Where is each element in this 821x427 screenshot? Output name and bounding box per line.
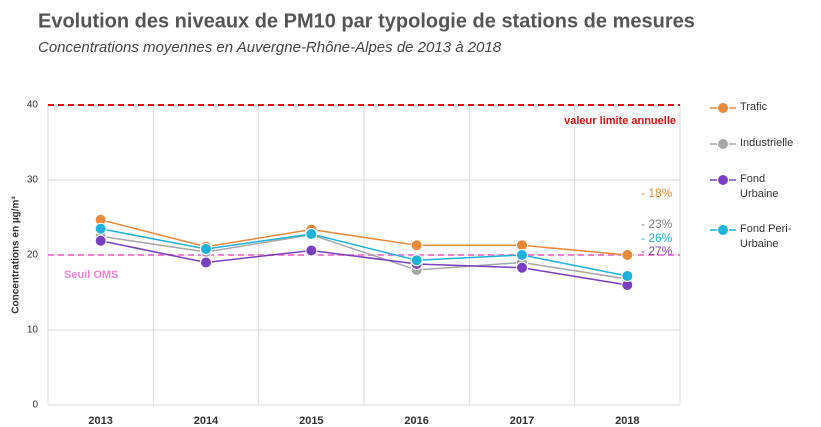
y-axis-label: Concentrations en µg/m³: [11, 196, 22, 314]
x-tick-label: 2015: [299, 415, 323, 427]
data-point: [516, 249, 528, 261]
y-tick-label: 10: [27, 325, 39, 336]
x-tick-label: 2013: [88, 415, 112, 427]
data-point: [410, 239, 423, 252]
series-line: [100, 219, 628, 256]
legend-marker: [717, 174, 729, 186]
data-point: [94, 234, 107, 247]
y-tick-label: 40: [27, 100, 39, 111]
legend: Trafic Industrielle Fond Urbaine Fond Peri-…: [710, 100, 815, 272]
data-point: [94, 222, 107, 235]
data-point: [200, 256, 212, 269]
data-point: [621, 249, 634, 261]
annotation: - 23%: [641, 217, 673, 231]
x-tick-label: 2016: [404, 415, 428, 427]
data-point: [305, 244, 318, 257]
y-tick-label: 30: [27, 175, 39, 186]
data-point: [200, 243, 212, 255]
annotation: - 18%: [641, 186, 673, 200]
data-point: [516, 261, 528, 274]
chart-title: Evolution des niveaux de PM10 par typolo…: [38, 10, 695, 32]
legend-marker: [717, 102, 729, 114]
x-tick-label: 2014: [194, 415, 219, 427]
legend-item: Fond Urbaine: [710, 172, 800, 202]
y-tick-label: 0: [32, 400, 38, 411]
annotation: - 27%: [641, 244, 673, 258]
data-point: [621, 270, 634, 282]
legend-item: Trafic: [710, 100, 800, 116]
legend-label: Fond Peri-Urbaine: [740, 223, 792, 250]
legend-item: Fond Peri-Urbaine: [710, 222, 800, 252]
series-line: [100, 228, 628, 277]
legend-marker: [717, 138, 729, 150]
x-tick-label: 2017: [510, 415, 534, 427]
x-tick-label: 2018: [615, 415, 639, 427]
data-point: [410, 254, 423, 267]
reference-label: valeur limite annuelle: [564, 115, 676, 127]
legend-item: Industrielle: [710, 136, 800, 152]
annotation: - 26%: [641, 231, 673, 245]
legend-icon: [710, 224, 736, 236]
chart-subtitle: Concentrations moyennes en Auvergne-Rhôn…: [38, 39, 502, 56]
legend-label: Trafic: [740, 101, 768, 113]
reference-label: Seuil OMS: [64, 269, 118, 281]
data-point: [305, 228, 318, 240]
legend-icon: [710, 138, 736, 150]
legend-icon: [710, 174, 736, 186]
series-line: [100, 240, 628, 286]
legend-marker: [717, 224, 729, 236]
legend-icon: [710, 102, 736, 114]
legend-label: Fond Urbaine: [740, 173, 779, 200]
legend-label: Industrielle: [740, 137, 794, 149]
y-tick-label: 20: [27, 250, 39, 261]
series-line: [100, 233, 628, 280]
